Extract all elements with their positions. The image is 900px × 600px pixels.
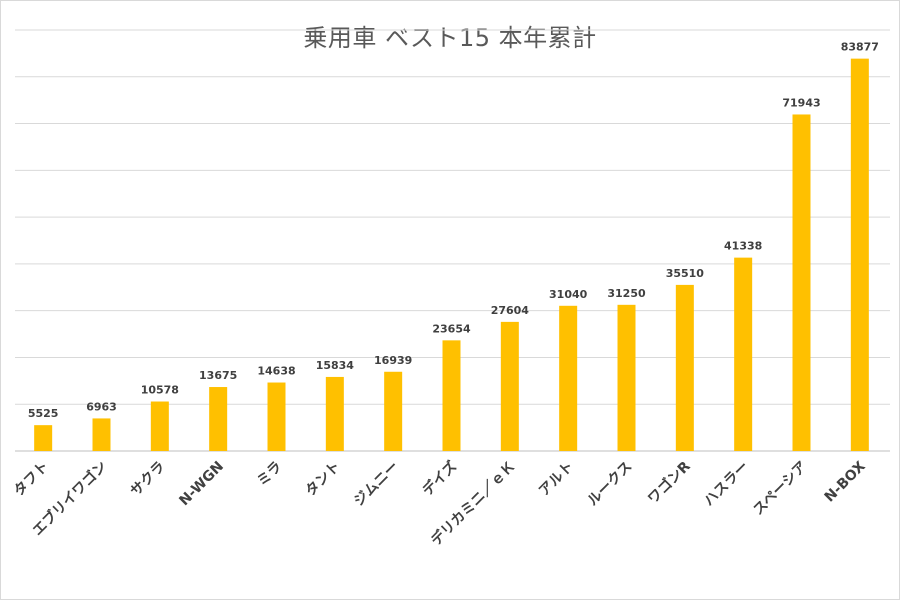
data-label: 41338 xyxy=(724,240,762,253)
data-label: 14638 xyxy=(257,365,295,378)
data-label: 35510 xyxy=(666,267,705,280)
bar xyxy=(442,340,461,451)
bar xyxy=(34,425,53,451)
x-tick-label: サクラ xyxy=(128,459,169,500)
bar xyxy=(500,321,519,451)
bar xyxy=(850,58,869,452)
data-label: 83877 xyxy=(841,41,879,54)
data-label: 6963 xyxy=(86,400,117,413)
bar xyxy=(267,382,286,451)
x-tick-label: ジムニー xyxy=(351,459,402,510)
data-label: 5525 xyxy=(28,407,59,420)
data-label: 13675 xyxy=(199,369,237,382)
data-label: 71943 xyxy=(782,96,820,109)
bar xyxy=(559,305,578,451)
bar xyxy=(325,376,344,451)
x-tick-label: N-BOX xyxy=(822,458,869,505)
bar xyxy=(675,284,694,451)
data-label: 27604 xyxy=(491,304,530,317)
x-tick-label: ワゴンR xyxy=(644,458,693,507)
data-label: 31250 xyxy=(607,287,646,300)
bar xyxy=(734,257,753,451)
bar xyxy=(617,304,636,451)
bar xyxy=(209,387,228,451)
x-tick-label: アルト xyxy=(536,459,577,500)
bar xyxy=(384,371,403,451)
x-tick-label: ミラ xyxy=(254,459,285,490)
data-label: 15834 xyxy=(316,359,355,372)
x-tick-label: ルークス xyxy=(585,459,636,510)
data-label: 10578 xyxy=(141,384,179,397)
x-tick-label: N-WGN xyxy=(176,459,227,510)
chart-title: 乗用車 ベスト15 本年累計 xyxy=(303,24,597,52)
bar xyxy=(150,401,169,451)
data-label: 31040 xyxy=(549,288,588,301)
data-label: 16939 xyxy=(374,354,412,367)
bar xyxy=(792,114,811,451)
x-tick-label: デイズ xyxy=(419,458,460,499)
bar xyxy=(92,418,111,451)
x-tick-label: ハスラー xyxy=(701,459,752,510)
x-tick-label: スペーシア xyxy=(750,459,810,519)
x-tick-label: タフト xyxy=(11,459,52,500)
x-tick-label: タント xyxy=(303,459,344,500)
data-label: 23654 xyxy=(432,322,471,335)
